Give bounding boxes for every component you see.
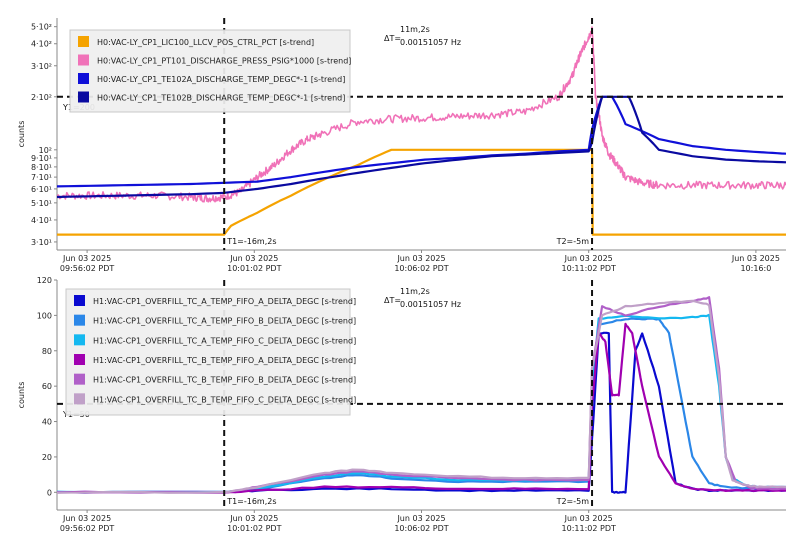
legend-swatch [78, 36, 89, 47]
delta-t-label: ΔT= [384, 34, 401, 43]
y-tick-label: 5·10² [31, 23, 52, 32]
series-line-2 [57, 26, 786, 203]
legend-entry: H0:VAC-LY_CP1_LIC100_LLCV_POS_CTRL_PCT [… [97, 38, 314, 47]
x-tick-date: Jun 03 2025 [564, 254, 613, 263]
x-tick-time: 10:11:02 PDT [562, 264, 616, 273]
legend-swatch [74, 334, 85, 346]
y-tick-label: 9·10¹ [31, 154, 52, 163]
legend-entry: H1:VAC-CP1_OVERFILL_TC_A_TEMP_FIFO_C_DEL… [93, 336, 356, 345]
x-tick-time: 09:56:02 PDT [60, 264, 114, 273]
legend-swatch [78, 73, 89, 84]
series-line-6 [57, 299, 786, 494]
legend-swatch [74, 295, 85, 306]
legend-entry: H1:VAC-CP1_OVERFILL_TC_B_TEMP_FIFO_B_DEL… [93, 376, 356, 385]
x-tick-date: Jun 03 2025 [564, 514, 613, 523]
legend-entry: H0:VAC-LY_CP1_TE102A_DISCHARGE_TEMP_DEGC… [97, 75, 345, 84]
t2-cursor-label: T2=-5m [556, 237, 590, 246]
delta-t-value: 11m,2s [400, 287, 430, 296]
y-tick-label: 40 [42, 418, 52, 427]
x-tick-time: 10:01:02 PDT [227, 524, 281, 533]
y-tick-label: 4·10¹ [31, 216, 52, 225]
delta-t-frequency: 0.00151057 Hz [400, 300, 461, 309]
series-line-4 [57, 95, 786, 199]
y-axis-label: counts [17, 382, 26, 409]
y-tick-label: 3·10² [31, 62, 52, 71]
t1-cursor-label: T1=-16m,2s [226, 237, 276, 246]
legend-entry: H0:VAC-LY_CP1_TE102B_DISCHARGE_TEMP_DEGC… [97, 94, 345, 103]
y-tick-label: 20 [42, 453, 52, 462]
legend-entry: H1:VAC-CP1_OVERFILL_TC_B_TEMP_FIFO_A_DEL… [93, 356, 356, 365]
y-tick-label: 100 [37, 311, 52, 320]
y-tick-label: 6·10¹ [31, 185, 52, 194]
legend-entry: H1:VAC-CP1_OVERFILL_TC_A_TEMP_FIFO_B_DEL… [93, 317, 356, 326]
series-line-5 [57, 296, 786, 494]
legend-swatch [78, 54, 89, 66]
delta-t-label: ΔT= [384, 296, 401, 305]
series-line-4 [57, 322, 786, 494]
x-tick-date: Jun 03 2025 [396, 514, 445, 523]
x-tick-time: 10:01:02 PDT [227, 264, 281, 273]
y-tick-label: 80 [42, 347, 52, 356]
delta-t-value: 11m,2s [400, 25, 430, 34]
x-tick-date: Jun 03 2025 [229, 254, 278, 263]
y-tick-label: 3·10¹ [31, 238, 52, 247]
x-tick-time: 10:06:02 PDT [394, 524, 448, 533]
legend-entry: H1:VAC-CP1_OVERFILL_TC_B_TEMP_FIFO_C_DEL… [93, 395, 356, 404]
legend-swatch [78, 91, 89, 103]
x-tick-date: Jun 03 2025 [396, 254, 445, 263]
t2-cursor-label: T2=-5m [556, 497, 590, 506]
legend-entry: H1:VAC-CP1_OVERFILL_TC_A_TEMP_FIFO_A_DEL… [93, 297, 356, 306]
delta-t-frequency: 0.00151057 Hz [400, 38, 461, 47]
y-tick-label: 120 [37, 276, 52, 285]
x-tick-time: 10:11:02 PDT [562, 524, 616, 533]
y-tick-label: 2·10² [31, 93, 52, 102]
x-tick-date: Jun 03 2025 [731, 254, 780, 263]
legend-entry: H0:VAC-LY_CP1_PT101_DISCHARGE_PRESS_PSIG… [97, 57, 351, 66]
y-tick-label: 60 [42, 382, 52, 391]
plot-area [57, 26, 786, 236]
y-tick-label: 5·10¹ [31, 199, 52, 208]
legend-box [69, 29, 351, 113]
legend-box [65, 288, 351, 416]
y-tick-label: 4·10² [31, 40, 52, 49]
x-tick-time: 10:16:0 [740, 264, 771, 273]
legend-swatch [74, 314, 85, 326]
y-tick-label: 7·10¹ [31, 173, 52, 182]
y-tick-label: 10² [39, 146, 52, 155]
y-axis-label: counts [17, 121, 26, 148]
legend-swatch [74, 373, 85, 385]
y-tick-label: 8·10¹ [31, 163, 52, 172]
x-tick-date: Jun 03 2025 [62, 514, 111, 523]
x-tick-time: 09:56:02 PDT [60, 524, 114, 533]
plot-area [57, 296, 786, 494]
legend-swatch [74, 354, 85, 365]
x-tick-date: Jun 03 2025 [62, 254, 111, 263]
legend-swatch [74, 393, 85, 405]
y-tick-label: 0 [47, 488, 52, 497]
x-tick-time: 10:06:02 PDT [394, 264, 448, 273]
t1-cursor-label: T1=-16m,2s [226, 497, 276, 506]
series-line-1 [57, 148, 786, 236]
x-tick-date: Jun 03 2025 [229, 514, 278, 523]
